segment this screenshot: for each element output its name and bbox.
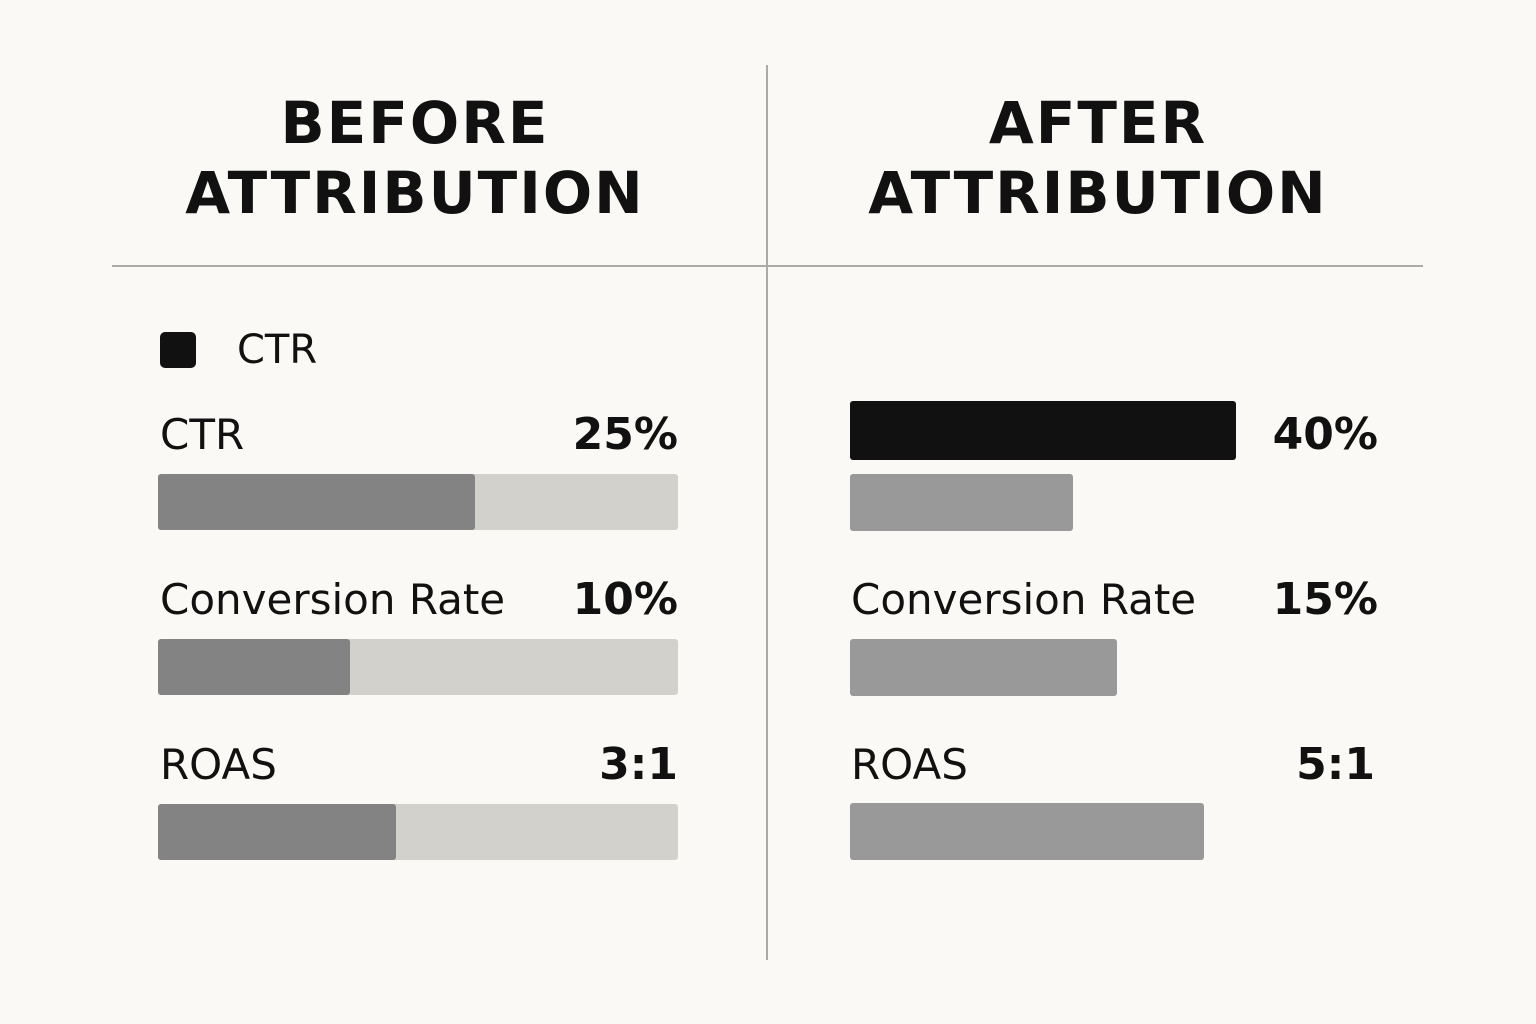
title-line: BEFORE — [280, 89, 550, 157]
bar-fill — [850, 803, 1204, 860]
metric-label: Conversion Rate — [160, 575, 506, 624]
metric-label: ROAS — [851, 740, 968, 789]
bar-fill — [158, 804, 396, 860]
legend-swatch — [160, 332, 196, 368]
metric-value: 15% — [1272, 574, 1378, 625]
metric-label: Conversion Rate — [851, 575, 1197, 624]
bar-fill — [158, 474, 475, 530]
bar-track — [158, 639, 678, 695]
metric-value: 5:1 — [1296, 739, 1375, 790]
metric-value: 40% — [1272, 409, 1378, 460]
vertical-divider — [766, 65, 768, 960]
bar-track — [158, 474, 678, 530]
bar-fill — [158, 639, 350, 695]
metric-value: 25% — [572, 409, 678, 460]
metric-label: ROAS — [160, 740, 277, 789]
bar-fill — [850, 639, 1117, 696]
metric-value: 10% — [572, 574, 678, 625]
bar-track — [158, 804, 678, 860]
panel-title: BEFORE ATTRIBUTION — [115, 88, 715, 228]
panel-title: AFTER ATTRIBUTION — [798, 88, 1398, 228]
title-line: ATTRIBUTION — [868, 159, 1328, 227]
highlight-bar — [850, 401, 1236, 460]
metric-label: CTR — [160, 410, 245, 459]
title-line: AFTER — [988, 89, 1208, 157]
bar-fill — [850, 474, 1073, 531]
title-line: ATTRIBUTION — [185, 159, 645, 227]
horizontal-divider — [112, 265, 1423, 267]
legend-label: CTR — [237, 327, 318, 373]
metric-value: 3:1 — [599, 739, 678, 790]
